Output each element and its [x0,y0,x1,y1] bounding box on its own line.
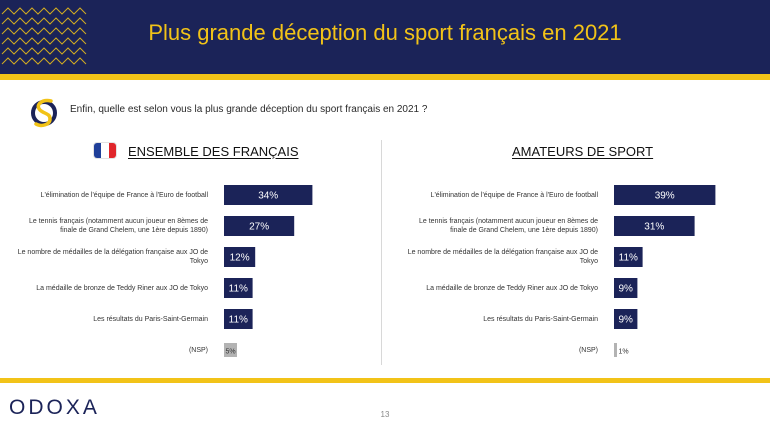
bar [614,343,617,357]
bar [614,278,638,298]
page-number: 13 [380,410,390,419]
value-label: 31% [644,222,664,233]
category-label: Les résultats du Paris-Saint-Germain [93,315,208,323]
value-label: 11% [229,315,248,326]
french-flag-icon [94,143,116,158]
value-label: 9% [618,315,633,326]
value-label: 39% [655,191,675,202]
bar [224,278,253,298]
category-label: (NSP) [188,346,208,354]
value-label: 9% [618,284,633,295]
bar [224,343,237,357]
category-label: Les résultats du Paris-Saint-Germain [483,315,598,323]
value-label: 11% [619,253,638,264]
category-label: La médaille de bronze de Teddy Riner aux… [36,284,208,292]
bar-chart-svg: 39% 31% 11% 9% 9% 1% [614,185,716,357]
odoxa-logo-icon [31,98,57,128]
brand-logo: ODOXA [9,396,100,419]
value-label: 5% [225,349,235,356]
header-banner: Plus grande déception du sport français … [0,0,770,74]
bar [614,216,695,236]
bar [224,309,253,329]
category-label: Le tennis français (notamment aucun joue… [29,218,208,234]
bar [224,247,256,267]
category-label: La médaille de bronze de Teddy Riner aux… [426,284,598,292]
panel-divider [381,140,382,365]
header-pattern [1,7,87,65]
question-text: Enfin, quelle est selon vous la plus gra… [70,104,428,115]
category-label: Le tennis français (notamment aucun joue… [419,218,598,234]
value-label: 12% [230,253,250,264]
value-label: 11% [229,284,248,295]
category-label: L'élimination de l'équipe de France à l'… [430,191,598,199]
bar [224,185,313,205]
value-label: 34% [258,191,278,202]
value-label: 27% [249,222,269,233]
category-label: Le nombre de médailles de la délégation … [17,249,208,265]
panel-title-amateurs: AMATEURS DE SPORT [512,144,654,159]
category-label: Le nombre de médailles de la délégation … [407,249,598,265]
category-label: L'élimination de l'équipe de France à l'… [40,191,208,199]
category-label: (NSP) [578,346,598,354]
header-gold-band [0,74,770,80]
chart-ensemble: 34% 27% 12% 11% 11% 5% L'élimination de l'équi… [14,176,374,366]
chart-amateurs: 39% 31% 11% 9% 9% 1% L'élimination de l'équipe… [404,176,764,366]
bar-chart-svg: 34% 27% 12% 11% 11% 5% [224,185,313,357]
panel-title-ensemble: ENSEMBLE DES FRANÇAIS [128,144,299,159]
footer-gold-band [0,378,770,383]
bar [614,309,638,329]
bar [224,216,295,236]
page-title: Plus grande déception du sport français … [148,20,622,45]
bar [614,185,716,205]
bar [614,247,643,267]
value-label: 1% [618,349,628,356]
